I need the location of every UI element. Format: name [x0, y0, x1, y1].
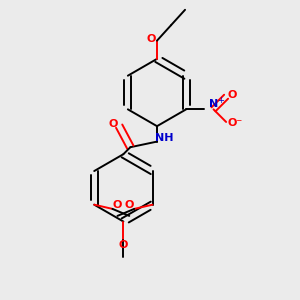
Text: N: N [209, 99, 218, 110]
Text: O: O [146, 34, 155, 44]
Text: O: O [228, 90, 237, 100]
Text: O⁻: O⁻ [228, 118, 243, 128]
Text: O: O [125, 200, 134, 210]
Text: O: O [119, 240, 128, 250]
Text: O: O [113, 200, 122, 210]
Text: +: + [217, 96, 224, 105]
Text: NH: NH [155, 133, 173, 143]
Text: O: O [108, 119, 118, 129]
